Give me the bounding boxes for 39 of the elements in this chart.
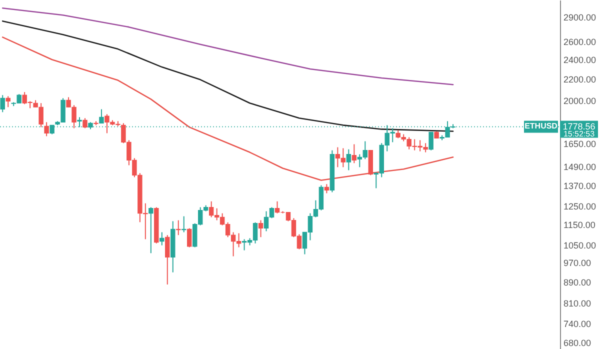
candlestick <box>352 144 357 164</box>
y-tick-label: 2200.00 <box>564 74 596 85</box>
candlestick <box>324 184 330 194</box>
candlestick <box>258 220 264 238</box>
candlestick <box>428 132 434 151</box>
candlestick <box>368 150 373 176</box>
candlestick <box>182 216 186 233</box>
candlestick <box>160 232 164 246</box>
y-tick-label: 1050.00 <box>564 240 596 250</box>
line-series <box>2 20 454 132</box>
line-series <box>2 7 454 86</box>
y-tick-label: 1370.00 <box>564 180 596 191</box>
candlestick <box>82 118 88 129</box>
y-tick-label: 1490.00 <box>564 162 596 172</box>
y-tick-label: 740.00 <box>564 318 592 329</box>
y-tick-label: 2600.00 <box>564 37 596 48</box>
y-tick-label: 810.00 <box>564 298 592 309</box>
y-tick-label: 2000.00 <box>564 96 596 106</box>
annotation: ETHUSD <box>524 122 558 131</box>
candlestick <box>176 220 181 236</box>
candlestick <box>346 148 352 171</box>
candlestick <box>187 228 192 248</box>
text: 15:52:53 <box>563 130 596 139</box>
y-tick-label: 1150.00 <box>564 220 596 230</box>
candlestick <box>44 122 49 137</box>
y-tick-label: 680.00 <box>564 338 592 348</box>
candlestick <box>0 94 5 113</box>
y-tick-label: 2900.00 <box>564 12 596 23</box>
candlestick <box>165 234 170 285</box>
y-tick-label: 970.00 <box>564 258 592 268</box>
y-tick-label: 890.00 <box>564 277 592 288</box>
y-tick-label: 1650.00 <box>564 139 596 150</box>
ref-line-label: 1778.56 <box>562 122 596 132</box>
line-series <box>2 36 454 181</box>
candlestick <box>6 96 10 108</box>
y-tick-label: 2400.00 <box>564 55 596 66</box>
y-tick-label: 1250.00 <box>564 201 596 212</box>
candlestick <box>148 206 154 254</box>
candlestick <box>99 108 104 124</box>
